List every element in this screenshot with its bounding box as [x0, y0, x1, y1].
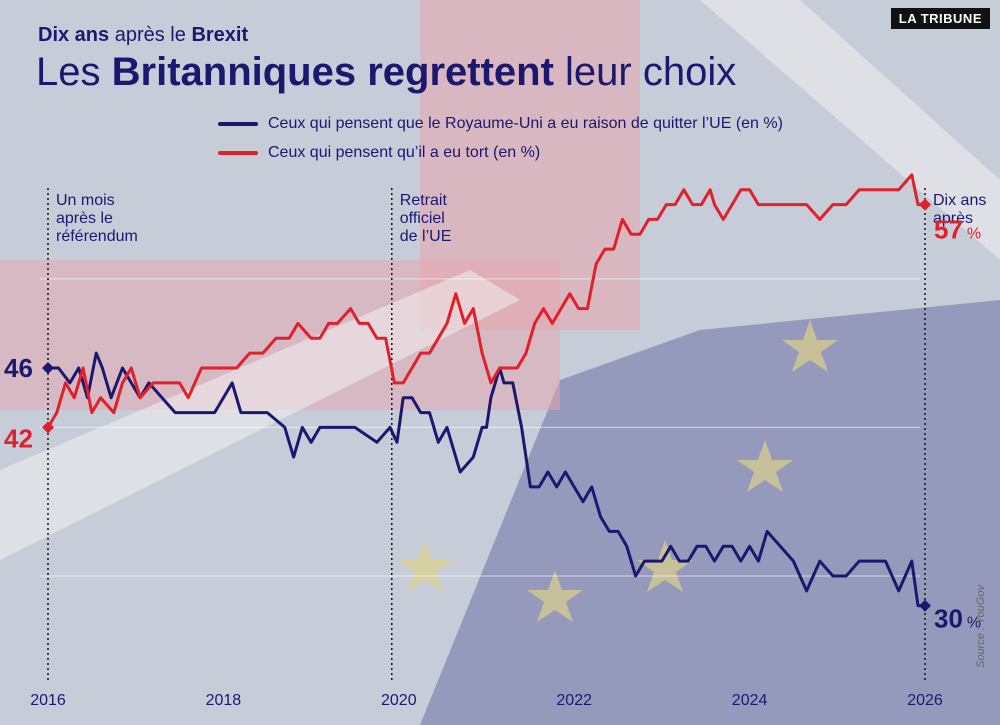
- x-tick-label-2024: 2024: [732, 692, 768, 709]
- start-value-blue: 46: [4, 353, 33, 383]
- end-value-red: 57%: [934, 215, 981, 245]
- annotation-text-1-0: Retrait: [400, 192, 448, 209]
- series-marker-0-start: [42, 362, 54, 374]
- x-tick-label-2018: 2018: [206, 692, 242, 709]
- kicker-bold-1: Dix ans: [38, 24, 110, 46]
- annotation-text-1-2: de l’UE: [400, 228, 452, 245]
- annotation-text-2-0: Dix ans: [933, 192, 986, 209]
- end-value-blue-unit: %: [967, 615, 981, 632]
- series-line-blue: [46, 351, 927, 608]
- annotation-text-0-1: après le: [56, 210, 113, 227]
- annotation-text-0-2: référendum: [56, 228, 138, 245]
- legend-swatch-red: [218, 151, 258, 155]
- end-value-blue: 30%: [934, 604, 981, 634]
- kicker-text: après le: [114, 24, 186, 46]
- title-part-2: Britanniques regrettent: [111, 50, 554, 94]
- x-tick-label-2016: 2016: [30, 692, 66, 709]
- legend-label-red: Ceux qui pensent qu’il a eu tort (en %): [268, 144, 541, 161]
- title-part-1: Les: [36, 50, 101, 94]
- legend-item-red: Ceux qui pensent qu’il a eu tort (en %): [218, 144, 540, 162]
- kicker: Dix ans après le Brexit: [38, 24, 248, 47]
- legend-item-blue: Ceux qui pensent que le Royaume-Uni a eu…: [218, 115, 783, 133]
- legend-swatch-blue: [218, 122, 258, 126]
- page-title: Les Britanniques regrettent leur choix: [36, 50, 736, 95]
- series-line-red: [46, 173, 927, 429]
- end-value-red-unit: %: [967, 226, 981, 243]
- series-marker-0-end: [919, 599, 931, 612]
- x-tick-label-2026: 2026: [907, 692, 943, 709]
- title-part-3: leur choix: [565, 50, 737, 94]
- source-note: Source : YouGov: [975, 585, 987, 668]
- legend-label-blue: Ceux qui pensent que le Royaume-Uni a eu…: [268, 115, 783, 132]
- annotation-text-1-1: officiel: [400, 210, 445, 227]
- annotation-text-2-1: après: [933, 210, 973, 227]
- start-value-red: 42: [4, 423, 33, 453]
- brand-logo: LA TRIBUNE: [890, 8, 990, 29]
- series-marker-1-start: [42, 421, 54, 434]
- x-tick-label-2022: 2022: [556, 692, 592, 709]
- series-marker-1-end: [919, 198, 931, 211]
- kicker-bold-2: Brexit: [191, 24, 249, 46]
- annotation-text-0-0: Un mois: [56, 192, 115, 209]
- x-tick-label-2020: 2020: [381, 692, 417, 709]
